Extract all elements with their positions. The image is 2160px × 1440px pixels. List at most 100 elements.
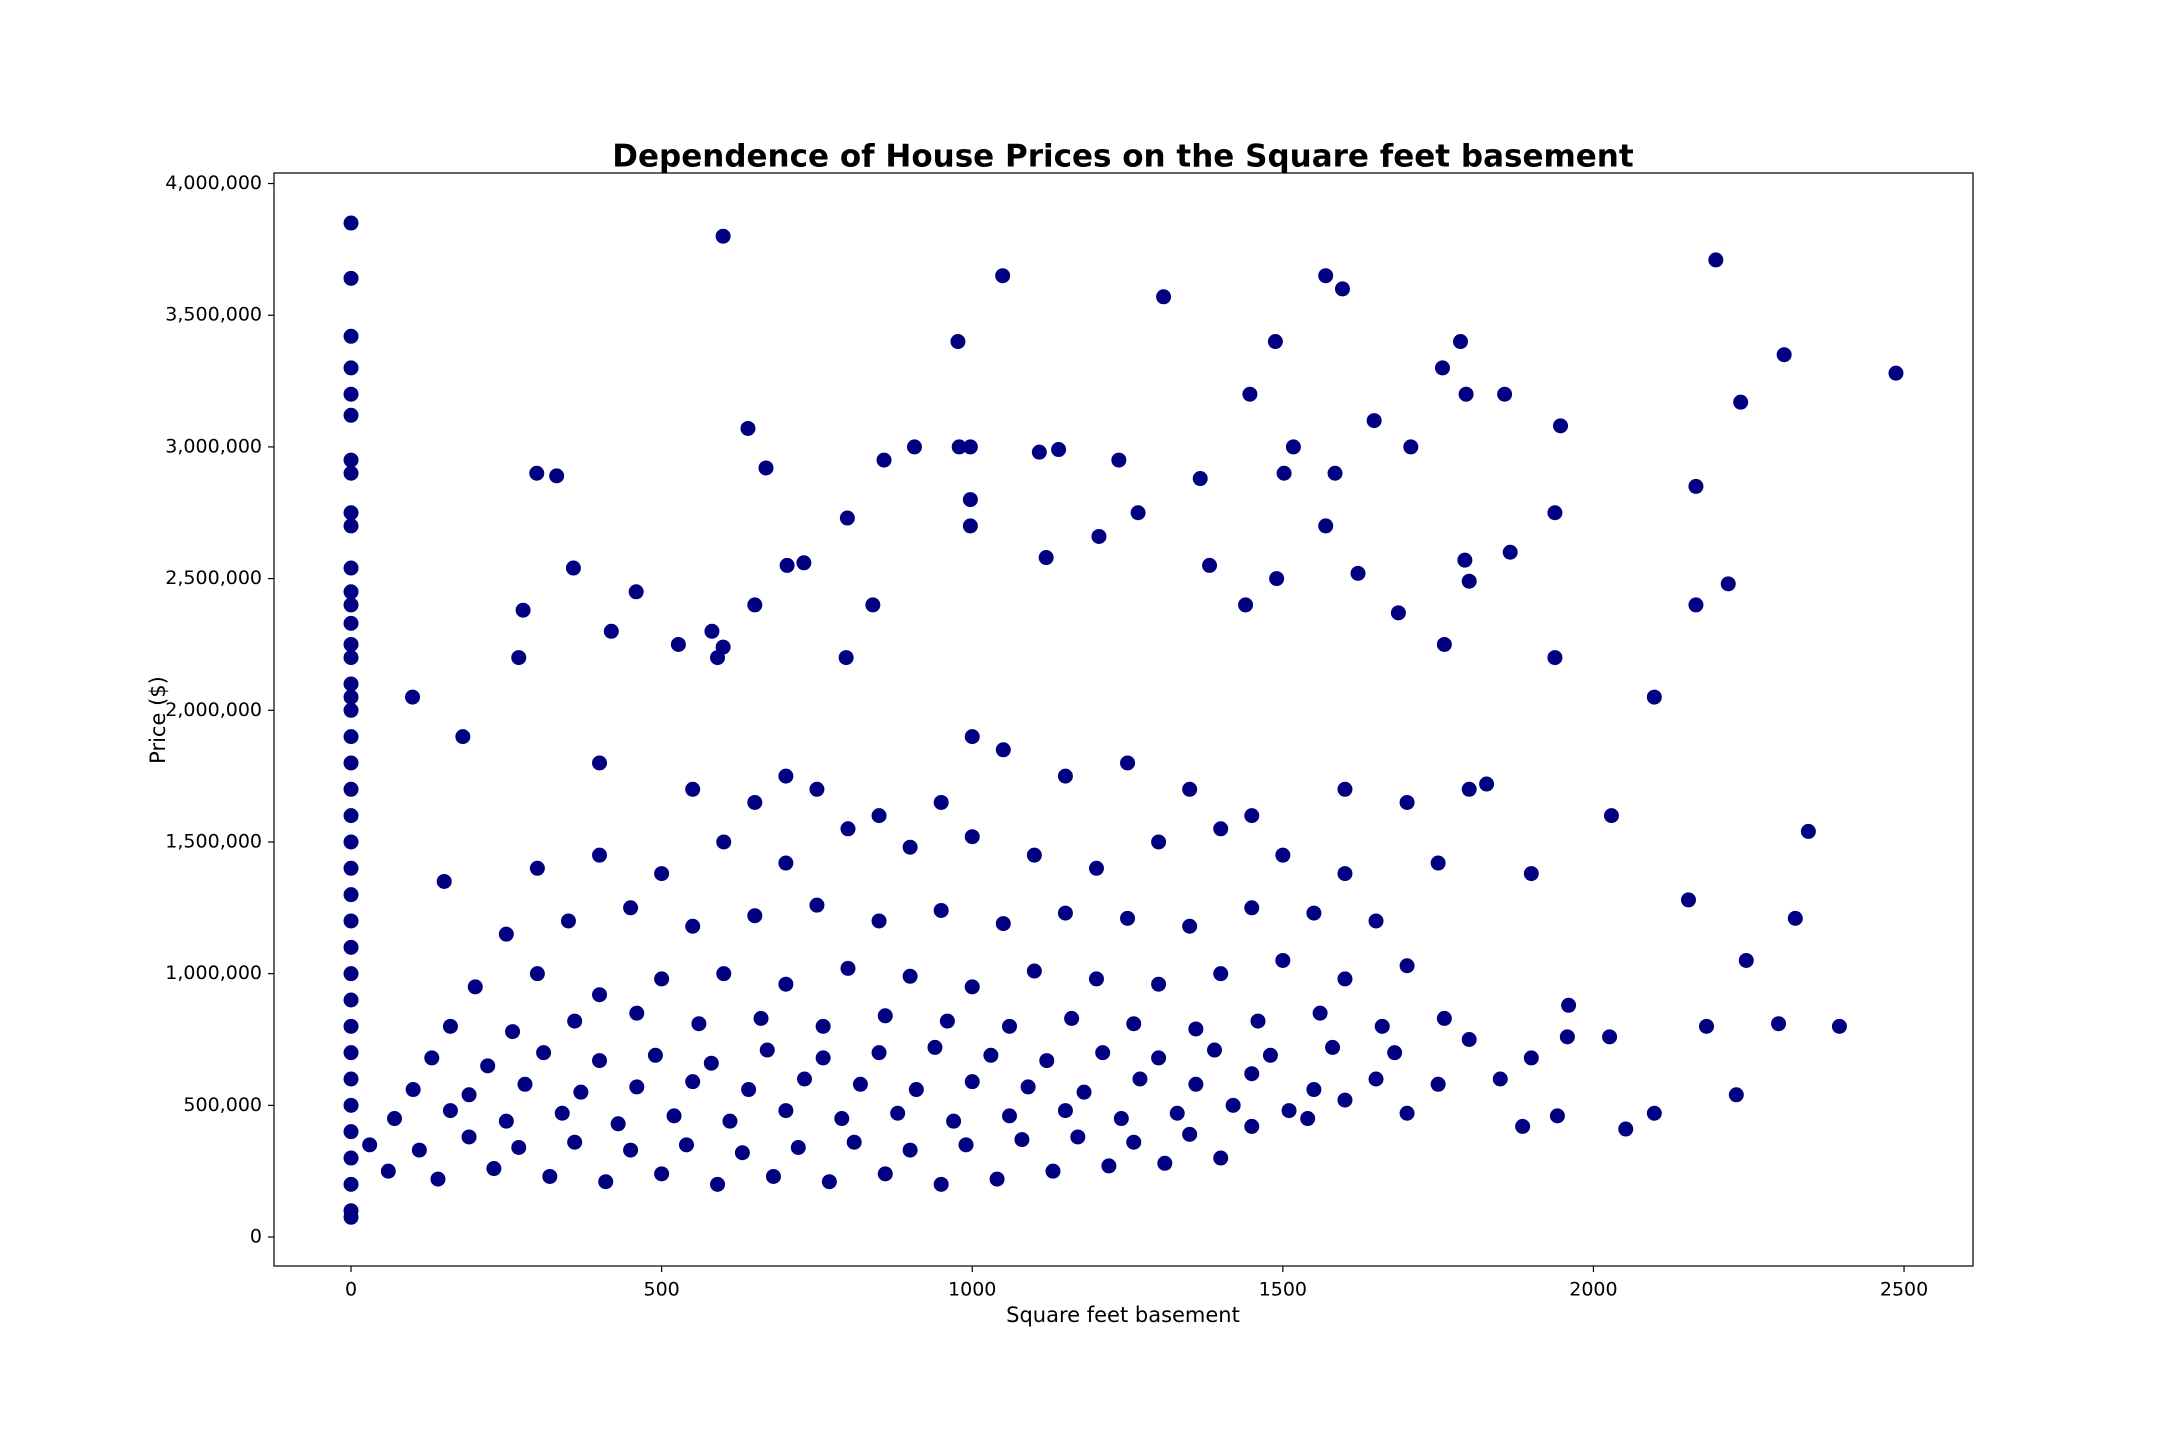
point (1238, 597, 1254, 613)
point (1720, 576, 1736, 592)
point (1244, 808, 1260, 824)
point (343, 636, 359, 652)
points (343, 215, 1904, 1225)
point (1244, 900, 1260, 916)
point (424, 1050, 440, 1066)
point (741, 1082, 757, 1098)
point (442, 1103, 458, 1119)
point (1192, 471, 1208, 487)
point (343, 584, 359, 600)
point (1130, 505, 1146, 521)
point (1387, 1045, 1403, 1061)
point (343, 1018, 359, 1034)
point (343, 834, 359, 850)
point (1515, 1118, 1531, 1134)
point (838, 650, 854, 666)
point (1213, 821, 1229, 837)
point (902, 839, 918, 855)
point (1120, 910, 1136, 926)
point (1334, 281, 1350, 297)
point (511, 650, 527, 666)
point (603, 623, 619, 639)
point (461, 1129, 477, 1145)
x-axis-label: Square feet basement (1006, 1303, 1240, 1327)
point (1275, 952, 1291, 968)
point (964, 979, 980, 995)
point (685, 918, 701, 934)
point (1430, 1076, 1446, 1092)
point (343, 270, 359, 286)
point (815, 1018, 831, 1034)
point (852, 1076, 868, 1092)
point (1151, 976, 1167, 992)
point (747, 597, 763, 613)
point (983, 1047, 999, 1063)
chart-title: Dependence of House Prices on the Square… (612, 139, 1634, 175)
point (430, 1171, 446, 1187)
point (1318, 518, 1334, 534)
point (877, 1008, 893, 1024)
point (1031, 444, 1047, 460)
point (1337, 781, 1353, 797)
point (1699, 1018, 1715, 1034)
point (343, 597, 359, 613)
point (1111, 452, 1127, 468)
point (871, 1045, 887, 1061)
point (685, 781, 701, 797)
x-tick-label: 1000 (948, 1279, 996, 1301)
point (1337, 1092, 1353, 1108)
point (1113, 1111, 1129, 1127)
point (995, 268, 1011, 284)
point (343, 215, 359, 231)
point (871, 913, 887, 929)
point (871, 808, 887, 824)
point (343, 992, 359, 1008)
y-tick-label: 2,500,000 (165, 567, 262, 589)
point (1523, 866, 1539, 882)
point (1038, 550, 1054, 566)
point (964, 829, 980, 845)
point (654, 971, 670, 987)
point (778, 768, 794, 784)
point (436, 873, 452, 889)
point (1461, 781, 1477, 797)
point (343, 615, 359, 631)
point (554, 1105, 570, 1121)
point (839, 510, 855, 526)
point (592, 755, 608, 771)
point (362, 1137, 378, 1153)
point (1553, 418, 1569, 434)
point (877, 1166, 893, 1182)
point (796, 555, 812, 571)
point (946, 1113, 962, 1129)
point (1708, 252, 1724, 268)
point (1101, 1158, 1117, 1174)
point (1057, 768, 1073, 784)
point (1020, 1079, 1036, 1095)
point (962, 492, 978, 508)
point (933, 1176, 949, 1192)
point (343, 328, 359, 344)
point (542, 1168, 558, 1184)
x-tick-label: 2000 (1569, 1279, 1617, 1301)
point (1088, 860, 1104, 876)
point (840, 821, 856, 837)
point (1800, 823, 1816, 839)
point (1337, 971, 1353, 987)
point (343, 676, 359, 692)
point (343, 939, 359, 955)
point (876, 452, 892, 468)
point (1602, 1029, 1618, 1045)
point (623, 900, 639, 916)
point (1430, 855, 1446, 871)
point (908, 1082, 924, 1098)
point (1300, 1111, 1316, 1127)
point (740, 420, 756, 436)
point (958, 1137, 974, 1153)
point (716, 834, 732, 850)
point (1831, 1018, 1847, 1034)
point (623, 1142, 639, 1158)
point (529, 465, 545, 481)
point (797, 1071, 813, 1087)
